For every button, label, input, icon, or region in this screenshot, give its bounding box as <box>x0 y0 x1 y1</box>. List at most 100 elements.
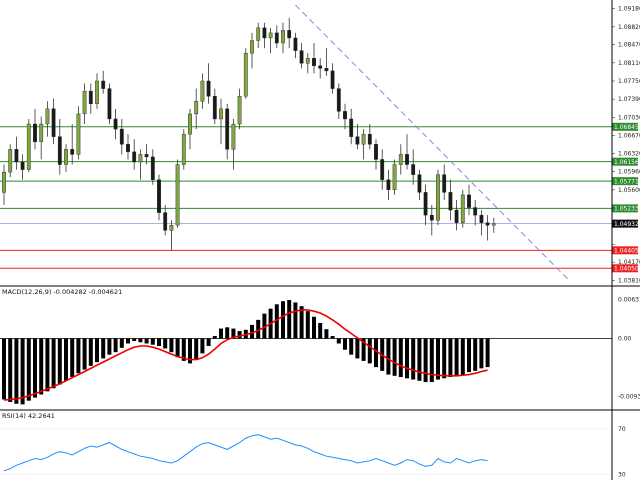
level-label-bg <box>612 177 638 186</box>
macd-bar <box>88 338 93 366</box>
candle <box>293 32 298 59</box>
macd-bar <box>349 338 354 355</box>
macd-bar <box>45 338 50 392</box>
candle-body <box>181 133 186 165</box>
candle <box>132 139 137 170</box>
candle <box>479 210 484 236</box>
candle-body <box>150 156 155 180</box>
candle <box>299 43 304 69</box>
candle-body <box>299 50 304 64</box>
candle <box>194 88 199 130</box>
candle-body <box>126 144 130 153</box>
candle <box>411 149 416 185</box>
candle-body <box>33 123 37 142</box>
macd-bar <box>8 338 13 402</box>
candle <box>467 184 471 216</box>
candle-body <box>70 149 75 155</box>
candle <box>181 129 186 170</box>
candle-body <box>436 174 440 221</box>
macd-title: MACD(12,26,9) -0.004282 -0.004621 <box>2 288 122 296</box>
candle <box>163 205 168 236</box>
candle-body <box>101 80 106 89</box>
candle-body <box>349 118 354 137</box>
candle <box>349 108 354 145</box>
macd-bar <box>281 301 285 339</box>
candle <box>113 108 118 140</box>
candle-body <box>231 123 236 150</box>
candle-body <box>95 80 99 104</box>
candle <box>355 124 360 150</box>
candle <box>336 83 341 119</box>
candle <box>448 179 453 221</box>
candle-body <box>361 133 366 145</box>
macd-bar <box>119 338 124 348</box>
candle <box>126 134 130 160</box>
candle <box>14 136 19 170</box>
candle-body <box>467 194 471 208</box>
candle <box>318 58 323 79</box>
price-tick-label: 1.07750 <box>618 78 640 85</box>
macd-bar <box>14 338 19 404</box>
candle-body <box>107 88 112 120</box>
price-tick-label: 1.06320 <box>618 150 640 157</box>
candle-body <box>392 164 397 191</box>
macd-bar <box>39 338 44 395</box>
candle <box>144 144 149 165</box>
macd-bar <box>51 338 56 389</box>
macd-bar <box>231 328 236 339</box>
macd-bar <box>2 338 6 400</box>
macd-bar <box>436 338 440 380</box>
candle-body <box>367 133 372 145</box>
macd-bar <box>113 338 118 353</box>
level-label: 1.05233 <box>614 206 639 213</box>
macd-bar <box>169 338 174 353</box>
macd-bar <box>336 338 341 344</box>
candle-body <box>330 70 335 89</box>
macd-bar <box>473 338 478 371</box>
macd-tick-label: -0.009302 <box>618 393 640 400</box>
candle <box>95 73 99 109</box>
level-label: 1.04405 <box>614 248 639 255</box>
candle <box>64 144 68 173</box>
candle-body <box>423 192 428 216</box>
macd-tick-label: 0.00 <box>618 336 632 343</box>
candle <box>330 63 335 94</box>
rsi-tick-label: 30 <box>618 471 626 478</box>
candle-body <box>479 214 484 223</box>
candle-body <box>14 149 19 163</box>
candle-body <box>157 179 161 213</box>
macd-bar <box>70 338 75 378</box>
candle <box>219 98 223 145</box>
candle <box>281 22 285 54</box>
macd-bar <box>138 338 143 343</box>
candle-body <box>64 149 68 165</box>
candle <box>429 205 434 236</box>
macd-bar <box>76 338 81 374</box>
level-label-bg <box>612 157 638 166</box>
candle <box>380 149 385 190</box>
macd-bar <box>479 338 484 369</box>
candle <box>2 164 6 206</box>
price-tick-label: 1.08110 <box>618 60 640 67</box>
candle-body <box>448 192 453 211</box>
candle <box>417 169 422 200</box>
macd-bar <box>392 338 397 376</box>
candle-body <box>194 101 199 115</box>
candle-body <box>237 95 242 125</box>
price-panel: 1.06845 1.06156 1.05771 1.05233 1.04405 1.040… <box>0 4 640 284</box>
candle <box>405 134 409 170</box>
support-resistance-levels: 1.06845 1.06156 1.05771 1.05233 1.04405 1.040… <box>0 122 639 272</box>
macd-bar <box>188 338 192 364</box>
macd-bar <box>157 338 161 346</box>
candle-body <box>132 151 137 163</box>
candle-body <box>293 37 298 51</box>
macd-bar <box>33 338 37 398</box>
macd-bar <box>126 338 130 344</box>
candle-body <box>39 123 44 142</box>
candle-body <box>250 40 254 54</box>
candle-body <box>8 149 13 173</box>
macd-axis: 0.006317 0.00 -0.009302 <box>618 296 640 400</box>
candle-body <box>380 159 385 180</box>
